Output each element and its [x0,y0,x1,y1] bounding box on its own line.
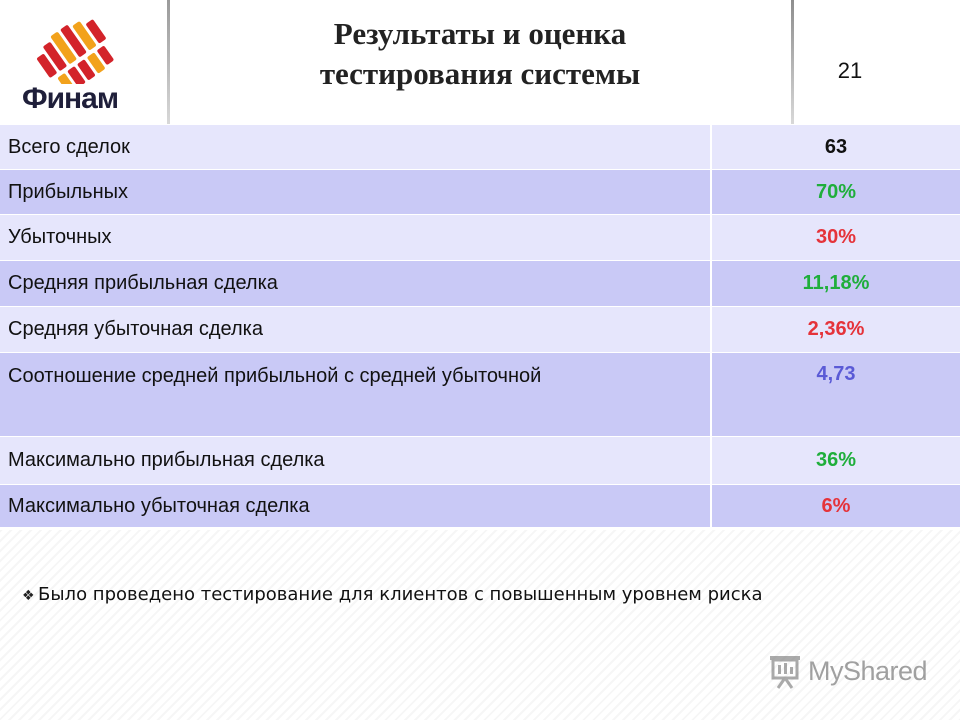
row-value: 70% [710,169,960,215]
row-value: 2,36% [710,306,960,353]
table-row: Всего сделок 63 [0,124,960,170]
row-label: Средняя прибыльная сделка [0,260,711,307]
page-number: 21 [837,58,863,83]
logo-wordmark: Финам [22,82,119,115]
slide-header: Финам Результаты и оценка тестирования с… [0,0,960,124]
slide-title-line-2: тестирования системы [319,56,641,91]
table-row: Соотношение средней прибыльной с средней… [0,352,960,437]
row-label: Прибыльных [0,169,711,215]
myshared-watermark: MyShared [768,652,938,692]
row-label: Убыточных [0,214,711,261]
table-row: Максимально убыточная сделка 6% [0,484,960,528]
row-value: 11,18% [710,260,960,307]
table-row: Максимально прибыльная сделка 36% [0,436,960,485]
header-divider-left [167,0,170,124]
header-divider-right [791,0,794,124]
row-value: 30% [710,214,960,261]
row-value: 36% [710,436,960,485]
row-label: Максимально прибыльная сделка [0,436,711,485]
testing-note-text: Было проведено тестирование для клиентов… [38,584,763,605]
table-row: Средняя убыточная сделка 2,36% [0,306,960,353]
row-label: Средняя убыточная сделка [0,306,711,353]
projector-screen-icon [770,656,800,689]
slide-title-line-1: Результаты и оценка [333,16,627,51]
row-value: 63 [710,124,960,170]
row-label: Максимально убыточная сделка [0,484,711,528]
watermark-text: MyShared [808,656,928,686]
row-value: 6% [710,484,960,528]
row-value: 4,73 [710,352,960,437]
results-table: Всего сделок 63 Прибыльных 70% Убыточных… [0,124,960,528]
testing-note: ❖ Было проведено тестирование для клиенто… [22,584,952,605]
table-row: Убыточных 30% [0,214,960,261]
table-row: Прибыльных 70% [0,169,960,215]
slide-title: Результаты и оценка тестирования системы [200,14,760,94]
finam-logo-mark-icon [37,19,114,92]
diamond-bullet-icon: ❖ [22,588,35,604]
row-label: Соотношение средней прибыльной с средней… [0,352,711,437]
background-texture [0,530,960,720]
row-label: Всего сделок [0,124,711,170]
table-row: Средняя прибыльная сделка 11,18% [0,260,960,307]
finam-logo: Финам [16,14,151,115]
